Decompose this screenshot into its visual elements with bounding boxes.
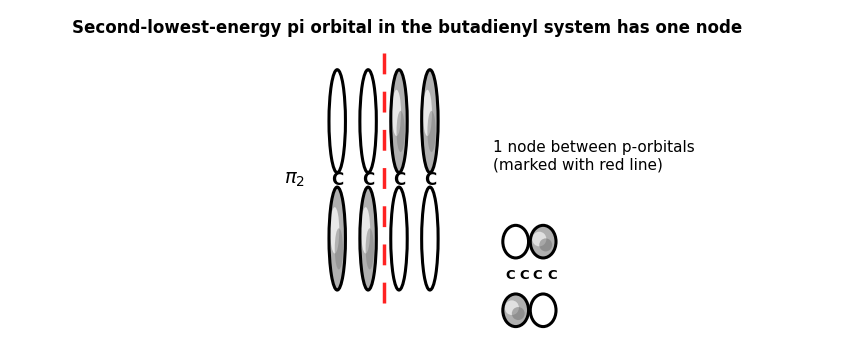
Text: $\pi_2$: $\pi_2$ [284,170,305,189]
Ellipse shape [503,225,528,258]
Text: C: C [393,171,405,189]
Text: C: C [533,270,542,282]
Ellipse shape [533,232,546,246]
Text: C: C [520,270,529,282]
Ellipse shape [422,70,438,173]
Ellipse shape [330,207,339,254]
Ellipse shape [428,111,436,152]
Ellipse shape [423,90,432,136]
Ellipse shape [503,294,528,327]
Ellipse shape [540,238,553,252]
Ellipse shape [360,70,377,173]
Text: C: C [423,171,436,189]
Text: Second-lowest-energy pi orbital in the butadienyl system has one node: Second-lowest-energy pi orbital in the b… [73,19,743,37]
Ellipse shape [505,300,519,315]
Ellipse shape [422,187,438,290]
Ellipse shape [392,90,401,136]
Text: C: C [547,270,557,282]
Text: C: C [331,171,343,189]
Text: C: C [505,270,514,282]
Ellipse shape [397,111,404,152]
Ellipse shape [329,70,346,173]
Ellipse shape [335,228,343,270]
Ellipse shape [329,187,346,290]
Ellipse shape [530,225,556,258]
Ellipse shape [360,187,377,290]
Ellipse shape [365,228,374,270]
Ellipse shape [512,307,525,320]
Ellipse shape [391,187,407,290]
Text: 1 node between p-orbitals
(marked with red line): 1 node between p-orbitals (marked with r… [494,140,695,172]
Ellipse shape [391,70,407,173]
Text: C: C [362,171,374,189]
Ellipse shape [530,294,556,327]
Ellipse shape [361,207,370,254]
